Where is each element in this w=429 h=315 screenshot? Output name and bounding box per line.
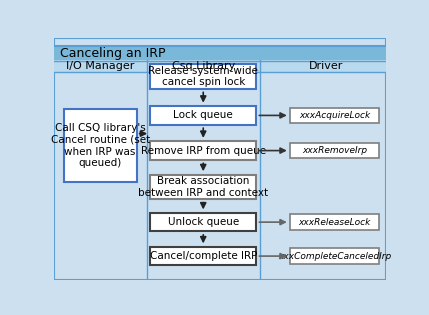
FancyBboxPatch shape xyxy=(54,38,386,280)
Text: Lock queue: Lock queue xyxy=(173,111,233,120)
Text: xxxCompleteCanceledIrp: xxxCompleteCanceledIrp xyxy=(278,252,391,261)
Text: I/O Manager: I/O Manager xyxy=(66,61,134,71)
FancyBboxPatch shape xyxy=(54,46,386,61)
Text: Release system-wide
cancel spin lock: Release system-wide cancel spin lock xyxy=(148,66,258,87)
FancyBboxPatch shape xyxy=(290,248,380,264)
Text: Unlock queue: Unlock queue xyxy=(168,217,239,227)
Text: xxxAcquireLock: xxxAcquireLock xyxy=(299,111,370,120)
Text: Canceling an IRP: Canceling an IRP xyxy=(60,47,166,60)
FancyBboxPatch shape xyxy=(150,175,257,199)
FancyBboxPatch shape xyxy=(63,109,137,182)
Text: Remove IRP from queue: Remove IRP from queue xyxy=(141,146,266,156)
FancyBboxPatch shape xyxy=(290,143,380,158)
Text: xxxRemoveIrp: xxxRemoveIrp xyxy=(302,146,367,155)
Text: Break association
between IRP and context: Break association between IRP and contex… xyxy=(138,176,268,198)
Text: Cancel/complete IRP: Cancel/complete IRP xyxy=(150,251,257,261)
FancyBboxPatch shape xyxy=(150,65,257,89)
FancyBboxPatch shape xyxy=(150,247,257,265)
Text: Driver: Driver xyxy=(309,61,344,71)
FancyBboxPatch shape xyxy=(290,107,380,123)
Text: Call CSQ library's
Cancel routine (set
when IRP was
queued): Call CSQ library's Cancel routine (set w… xyxy=(51,123,150,168)
Text: Csq Library: Csq Library xyxy=(172,61,235,71)
FancyBboxPatch shape xyxy=(150,213,257,231)
Text: xxxReleaseLock: xxxReleaseLock xyxy=(299,218,371,226)
FancyBboxPatch shape xyxy=(290,214,380,230)
FancyBboxPatch shape xyxy=(150,141,257,160)
FancyBboxPatch shape xyxy=(54,60,386,72)
FancyBboxPatch shape xyxy=(150,106,257,124)
